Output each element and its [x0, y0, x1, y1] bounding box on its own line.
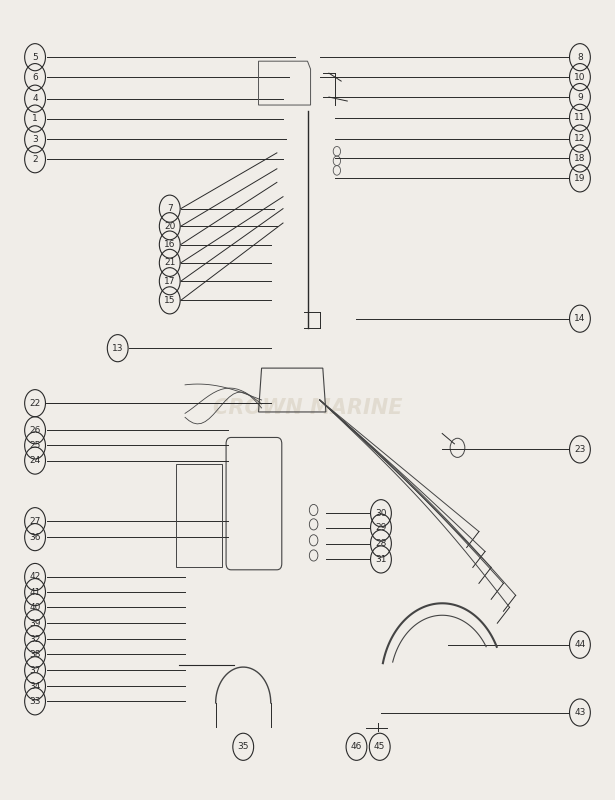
Text: 41: 41	[30, 588, 41, 597]
Text: 39: 39	[30, 618, 41, 628]
Text: 24: 24	[30, 456, 41, 465]
Text: 21: 21	[164, 258, 175, 267]
Text: 18: 18	[574, 154, 585, 163]
Text: 3: 3	[32, 135, 38, 144]
Text: 22: 22	[30, 398, 41, 408]
Text: 45: 45	[374, 742, 386, 751]
Text: 15: 15	[164, 296, 175, 305]
Text: 34: 34	[30, 682, 41, 690]
Text: 16: 16	[164, 240, 175, 249]
Text: 30: 30	[375, 509, 387, 518]
Text: 29: 29	[375, 523, 387, 532]
Text: 36: 36	[30, 533, 41, 542]
Text: 17: 17	[164, 277, 175, 286]
Text: 12: 12	[574, 134, 585, 143]
Text: 35: 35	[237, 742, 249, 751]
Text: 10: 10	[574, 73, 585, 82]
Text: 11: 11	[574, 114, 585, 122]
Text: 1: 1	[32, 114, 38, 123]
Text: 43: 43	[574, 708, 585, 717]
Text: 2: 2	[32, 154, 38, 164]
Text: 8: 8	[577, 53, 583, 62]
Text: 13: 13	[112, 344, 124, 353]
Text: 32: 32	[30, 634, 41, 644]
Text: 33: 33	[30, 697, 41, 706]
Text: 6: 6	[32, 73, 38, 82]
Text: 37: 37	[30, 666, 41, 674]
Text: CROWN MARINE: CROWN MARINE	[213, 398, 402, 418]
Text: 4: 4	[32, 94, 38, 103]
Text: 26: 26	[30, 426, 41, 434]
Text: 28: 28	[375, 539, 387, 548]
Text: 38: 38	[30, 650, 41, 659]
Text: 27: 27	[30, 517, 41, 526]
Text: 14: 14	[574, 314, 585, 323]
Text: 9: 9	[577, 93, 583, 102]
Text: 40: 40	[30, 602, 41, 612]
Text: 44: 44	[574, 640, 585, 650]
Text: 23: 23	[574, 445, 585, 454]
Text: 20: 20	[164, 222, 175, 230]
Text: 31: 31	[375, 555, 387, 564]
Text: 42: 42	[30, 573, 41, 582]
Text: 25: 25	[30, 441, 41, 450]
Text: 5: 5	[32, 53, 38, 62]
Text: 19: 19	[574, 174, 585, 183]
Text: 46: 46	[351, 742, 362, 751]
Text: 7: 7	[167, 204, 173, 213]
